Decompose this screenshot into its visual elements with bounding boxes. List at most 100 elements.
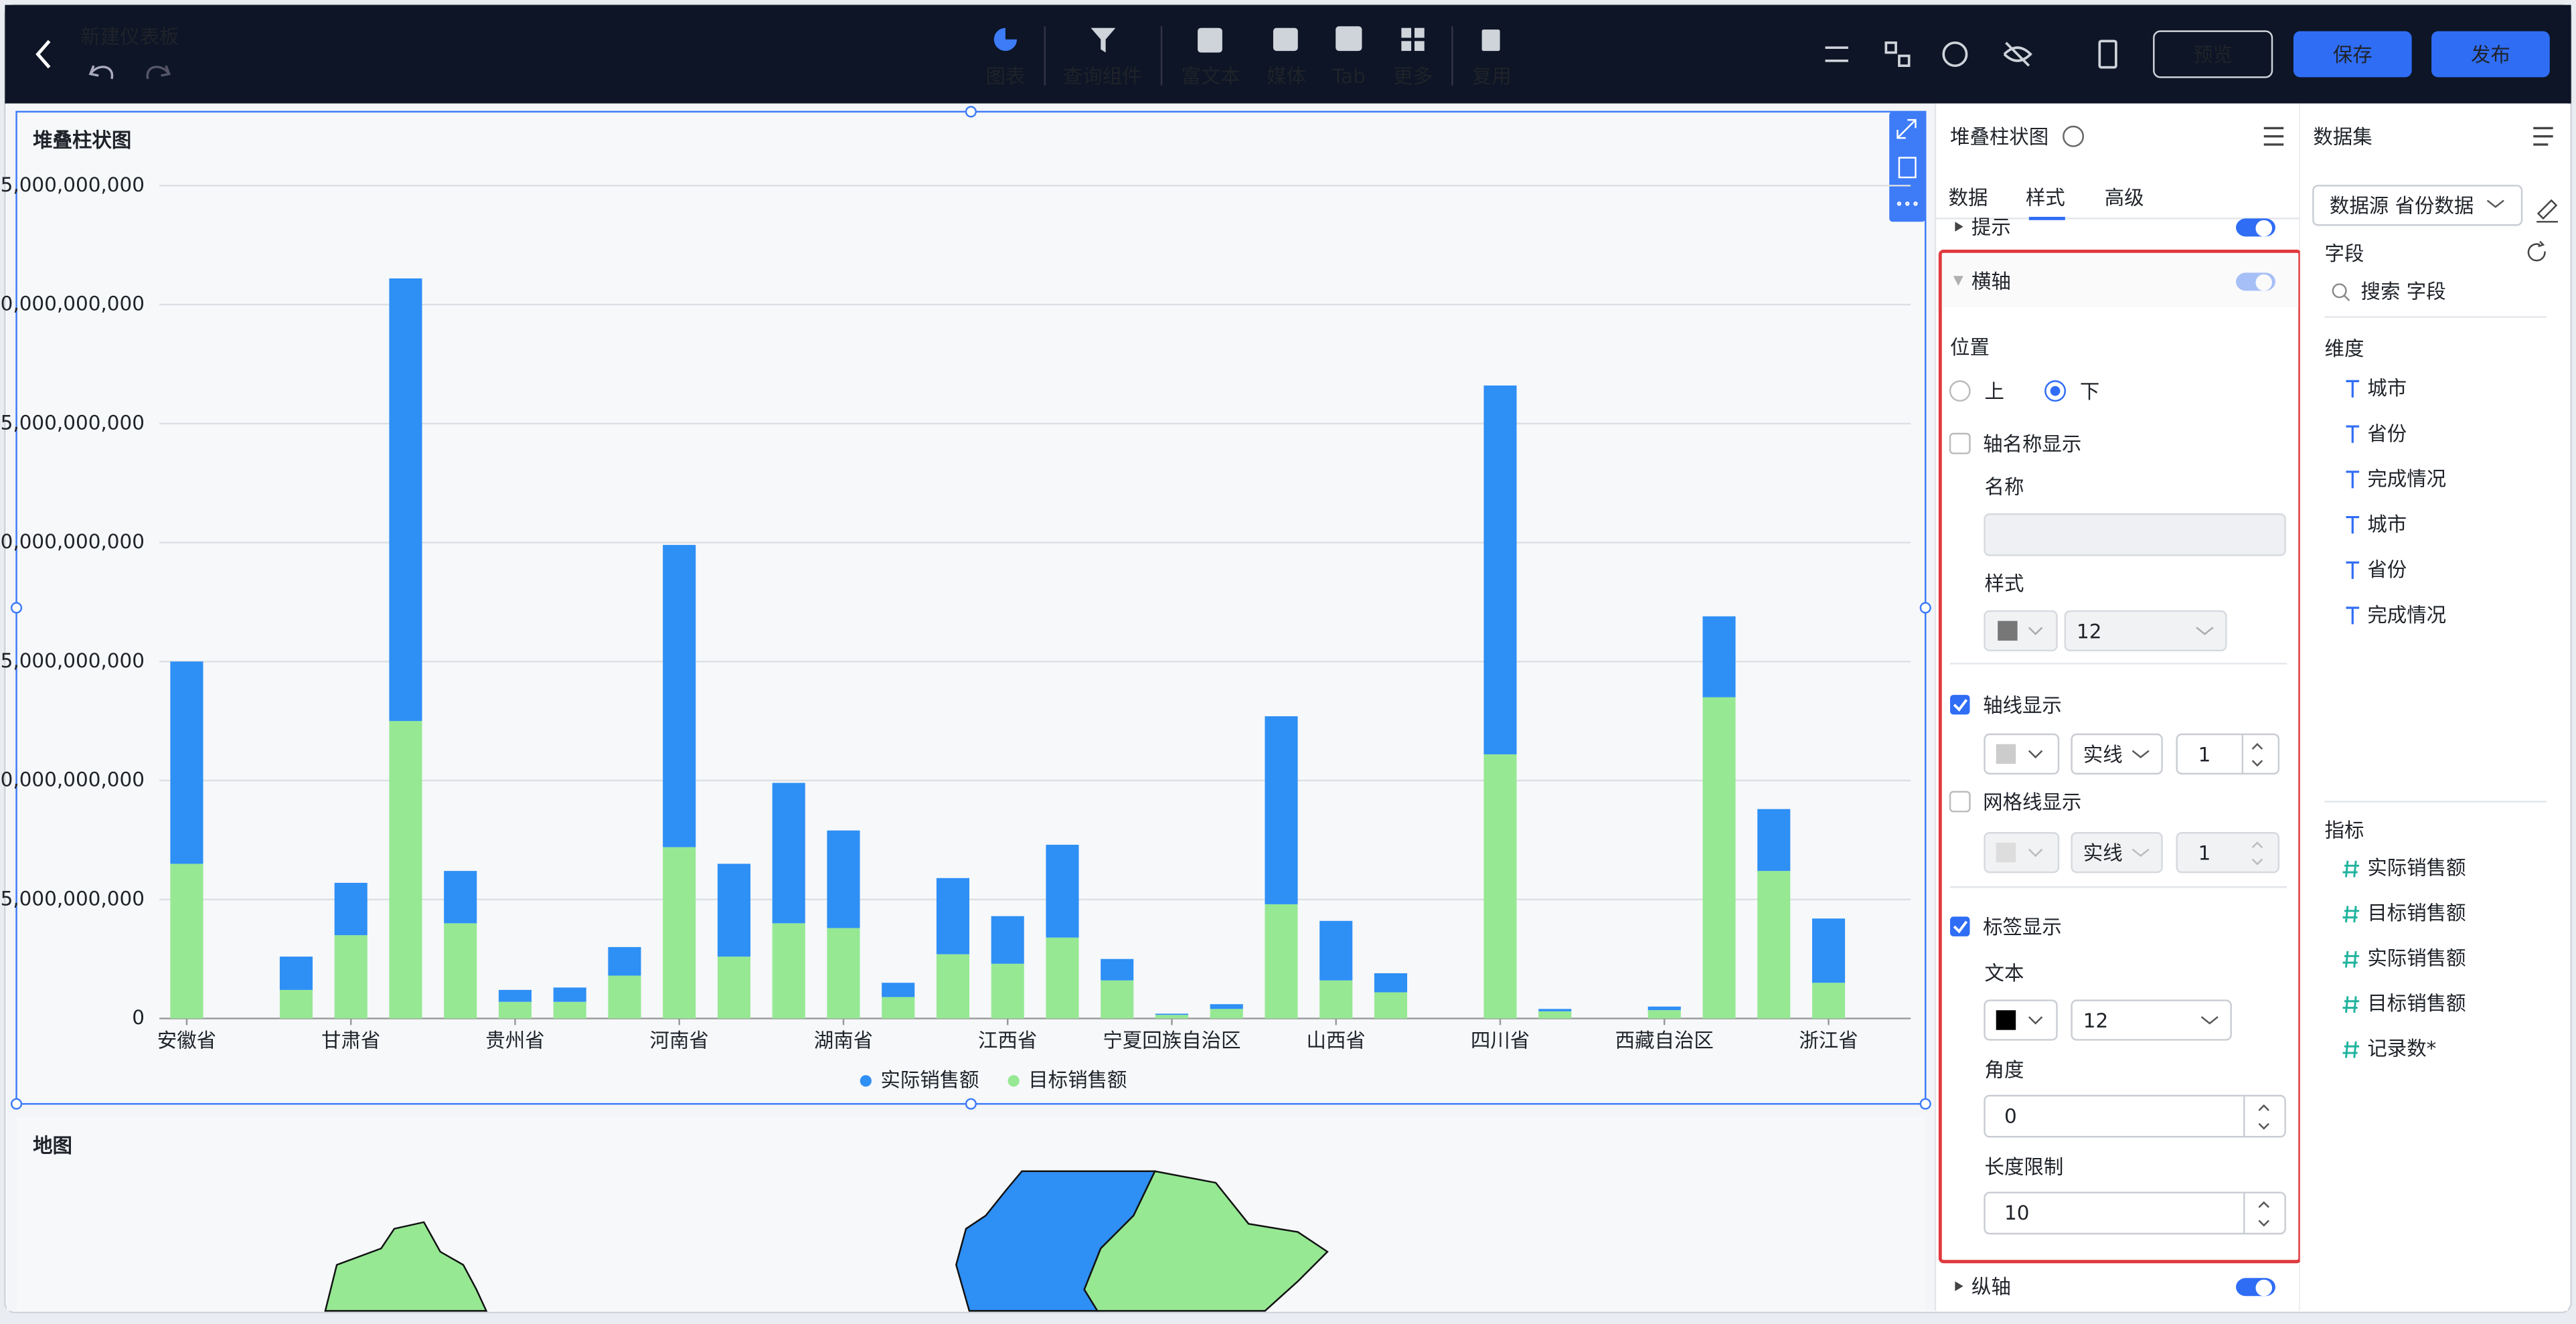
dataset-panel xyxy=(2300,103,2568,1311)
field[interactable]: 记录数* xyxy=(2367,1038,2436,1060)
toolbar-item[interactable]: 复用 xyxy=(1472,65,1512,88)
number-field-icon xyxy=(2342,996,2360,1013)
action-button-label[interactable]: 保存 xyxy=(2333,44,2372,66)
richtext-icon[interactable] xyxy=(1198,27,1222,53)
card-toolbar[interactable] xyxy=(1889,111,1926,222)
toolbar-item[interactable]: Tab xyxy=(1332,65,1366,88)
text-field-icon xyxy=(2346,561,2360,579)
section-label: 指标 xyxy=(2325,819,2364,841)
y-tick-label: 35,000,000,000 xyxy=(0,173,145,196)
field[interactable]: 城市 xyxy=(2367,513,2407,535)
toolbar-item[interactable]: 媒体 xyxy=(1267,65,1306,88)
media-icon[interactable] xyxy=(1273,27,1298,52)
field[interactable]: 实际销售额 xyxy=(2367,857,2466,880)
field[interactable]: 实际销售额 xyxy=(2367,947,2466,970)
settings-icon[interactable] xyxy=(1825,46,1848,62)
action-button-label[interactable]: 预览 xyxy=(2193,44,2233,66)
setting-label: 网格线显示 xyxy=(1983,791,2081,814)
field[interactable]: 完成情况 xyxy=(2367,604,2446,627)
bar-segment xyxy=(936,954,969,1019)
preview-button[interactable] xyxy=(2153,30,2273,78)
toolbar-item[interactable]: 更多 xyxy=(1393,65,1433,88)
tab[interactable]: 高级 xyxy=(2105,186,2144,209)
field[interactable]: 目标销售额 xyxy=(2367,902,2466,924)
tab-icon[interactable] xyxy=(1336,26,1362,52)
setting-label: 轴线显示 xyxy=(1983,694,2062,717)
bar-segment xyxy=(772,923,805,1019)
input-value: 10 xyxy=(2004,1202,2029,1224)
select-value: 12 xyxy=(2077,620,2101,643)
checkbox[interactable] xyxy=(1949,432,1971,454)
chart-card[interactable] xyxy=(15,110,1927,1105)
info-icon[interactable] xyxy=(2063,125,2085,147)
checkbox[interactable] xyxy=(1950,916,1970,936)
bar-segment xyxy=(1647,1010,1681,1019)
setting-label: 横轴 xyxy=(1971,270,2011,293)
checkbox[interactable] xyxy=(1950,695,1970,715)
filter-icon[interactable] xyxy=(1091,27,1116,53)
bar-segment xyxy=(1757,871,1791,1019)
right-icons xyxy=(1825,39,2117,69)
layout-icon[interactable] xyxy=(1884,41,1897,54)
angle-input[interactable] xyxy=(1984,1094,2286,1138)
radio[interactable] xyxy=(1949,380,1971,402)
bar-segment xyxy=(553,987,586,1002)
bar-segment xyxy=(717,957,750,1019)
menu-icon[interactable] xyxy=(2263,127,2284,146)
reuse-icon[interactable] xyxy=(1481,29,1500,52)
undo-icon[interactable] xyxy=(88,65,114,80)
toolbar-item[interactable]: 查询组件 xyxy=(1063,65,1142,88)
more-icon[interactable] xyxy=(1401,27,1412,38)
field[interactable]: 完成情况 xyxy=(2367,468,2446,491)
hide-icon[interactable] xyxy=(2003,42,2032,67)
resize-handles xyxy=(10,106,1931,1110)
bar-segment xyxy=(1155,1015,1189,1019)
toolbar-item[interactable]: 图表 xyxy=(985,65,1025,88)
legend-label[interactable]: 实际销售额 xyxy=(880,1068,979,1091)
bar-segment xyxy=(1101,980,1134,1019)
tab[interactable]: 样式 xyxy=(2026,186,2065,209)
y-tick-label: 0 xyxy=(132,1006,145,1029)
chart-icon[interactable] xyxy=(993,27,1018,52)
edit-icon[interactable] xyxy=(2537,199,2559,223)
action-button-label[interactable]: 发布 xyxy=(2471,44,2510,66)
bar-segment xyxy=(882,983,915,997)
x-tick-label: 贵州省 xyxy=(485,1029,544,1052)
y-tick-label: 20,000,000,000 xyxy=(0,530,145,553)
text-field-icon xyxy=(2346,425,2360,443)
legend-label[interactable]: 目标销售额 xyxy=(1028,1068,1127,1091)
redo-icon xyxy=(146,65,171,80)
setting-label: 角度 xyxy=(1985,1059,2024,1082)
card-title: 地图 xyxy=(33,1134,72,1157)
field[interactable]: 城市 xyxy=(2367,377,2407,400)
length-input[interactable] xyxy=(1984,1191,2286,1235)
toolbar-item[interactable]: 富文本 xyxy=(1182,65,1240,88)
bar-segment xyxy=(663,545,696,847)
bar-segment xyxy=(1101,959,1134,981)
back-icon[interactable] xyxy=(35,39,51,69)
source-select[interactable] xyxy=(2312,185,2523,226)
bar-segment xyxy=(1374,992,1408,1019)
bar-segment xyxy=(334,935,368,1019)
theme-icon[interactable] xyxy=(1942,41,1968,68)
bar-segment xyxy=(444,923,477,1019)
setting-label: 轴名称显示 xyxy=(1983,433,2081,456)
field[interactable]: 目标销售额 xyxy=(2367,992,2466,1015)
field[interactable]: 省份 xyxy=(2367,558,2407,581)
text-field-icon xyxy=(2346,606,2360,625)
refresh-icon[interactable] xyxy=(2527,240,2546,262)
bar-segment xyxy=(991,916,1024,964)
number-field-icon xyxy=(2342,950,2360,968)
x-tick-label: 四川省 xyxy=(1471,1029,1530,1052)
save-button[interactable] xyxy=(2293,31,2412,78)
field[interactable]: 省份 xyxy=(2367,422,2407,445)
publish-button[interactable] xyxy=(2431,31,2550,78)
bar-segment xyxy=(1265,716,1298,904)
mobile-icon[interactable] xyxy=(2098,39,2117,69)
tab[interactable]: 数据 xyxy=(1949,186,1988,209)
text-field-icon xyxy=(2346,380,2360,398)
checkbox[interactable] xyxy=(1949,791,1971,813)
x-tick-label: 安徽省 xyxy=(157,1029,216,1052)
setting-label: 标签显示 xyxy=(1983,916,2062,938)
